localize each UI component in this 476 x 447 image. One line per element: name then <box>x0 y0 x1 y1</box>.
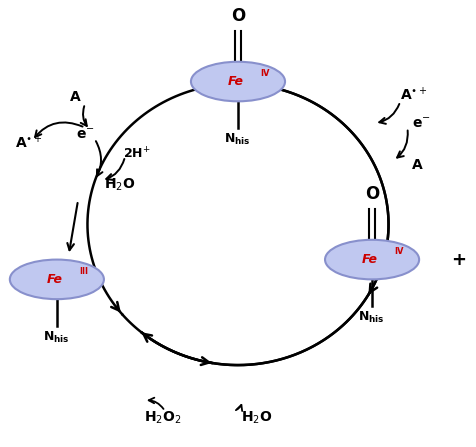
Text: O: O <box>231 7 245 25</box>
Text: A$^{\bullet+}$: A$^{\bullet+}$ <box>400 86 428 103</box>
Text: e$^{-}$: e$^{-}$ <box>412 116 431 130</box>
Ellipse shape <box>325 240 419 279</box>
Text: Fe: Fe <box>47 273 62 286</box>
Text: O: O <box>365 186 379 203</box>
Text: Fe: Fe <box>362 253 378 266</box>
Text: III: III <box>79 267 89 276</box>
Text: A: A <box>412 158 423 172</box>
Text: Fe: Fe <box>228 75 244 88</box>
Text: H$_2$O: H$_2$O <box>104 177 135 193</box>
Text: N$_{\mathbf{his}}$: N$_{\mathbf{his}}$ <box>358 310 385 325</box>
Ellipse shape <box>10 260 104 299</box>
Ellipse shape <box>191 62 285 101</box>
Text: N$_{\mathbf{his}}$: N$_{\mathbf{his}}$ <box>43 330 69 345</box>
Text: e$^{-}$: e$^{-}$ <box>76 127 94 141</box>
Text: 2H$^{+}$: 2H$^{+}$ <box>123 147 150 162</box>
Text: IV: IV <box>260 69 270 78</box>
Text: A: A <box>70 90 81 104</box>
Text: A$^{\bullet+}$: A$^{\bullet+}$ <box>15 135 42 152</box>
Text: IV: IV <box>395 247 404 256</box>
Text: +: + <box>452 251 466 269</box>
Text: H$_2$O$_2$: H$_2$O$_2$ <box>144 409 181 426</box>
Text: H$_2$O: H$_2$O <box>241 409 273 426</box>
Text: N$_{\mathbf{his}}$: N$_{\mathbf{his}}$ <box>224 132 250 147</box>
